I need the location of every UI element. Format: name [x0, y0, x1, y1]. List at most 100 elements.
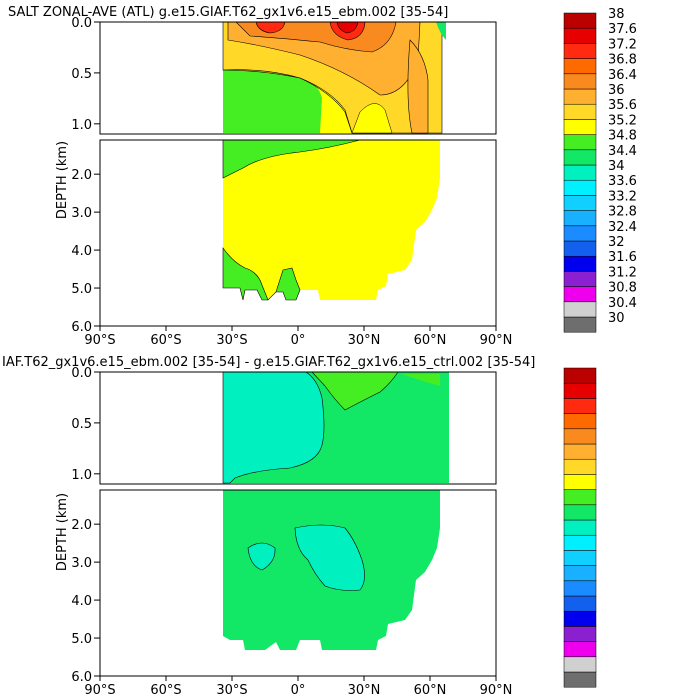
bottom-chart-title: IAF.T62_gx1v6.e15_ebm.002 [35-54] - g.e1… — [2, 355, 535, 370]
colorbar-swatch — [563, 671, 597, 688]
top-chart-title: SALT ZONAL-AVE (ATL) g.e15.GIAF.T62_gx1v… — [8, 5, 448, 20]
x-tick-label: 90°N — [480, 333, 513, 348]
x-tick-label: 60°S — [150, 333, 181, 348]
x-tick-label: 30°S — [216, 333, 247, 348]
colorbar-label: 32.4 — [608, 220, 637, 235]
contour-line — [222, 69, 353, 134]
field-red1 — [255, 21, 286, 34]
colorbar-swatch — [563, 595, 597, 612]
top-ylabel: DEPTH (km) — [55, 141, 70, 219]
y-tick-label: 1.0 — [71, 118, 92, 133]
diff-cyan-blob1 — [294, 524, 365, 591]
colorbar-swatch — [563, 413, 597, 430]
colorbar-swatch — [563, 626, 597, 642]
x-tick-label: 30°S — [216, 683, 247, 698]
colorbar-top: 3837.637.236.836.43635.635.234.834.43433… — [563, 7, 637, 333]
colorbar-swatch — [563, 580, 597, 597]
colorbar-swatch — [563, 134, 597, 151]
colorbar-label: 34 — [608, 159, 625, 174]
colorbar-swatch — [563, 367, 597, 384]
y-tick-label: 6.0 — [71, 670, 92, 685]
field-mid-yellow — [351, 103, 393, 134]
diff-green-top — [311, 371, 399, 411]
top-lower-field — [222, 139, 440, 301]
colorbar-label: 35.6 — [608, 98, 637, 113]
colorbar-swatch — [563, 519, 597, 536]
colorbar-bottom — [563, 367, 597, 688]
y-tick-label: 5.0 — [71, 282, 92, 297]
y-tick-label: 4.0 — [71, 244, 92, 259]
colorbar-swatch — [563, 398, 597, 414]
colorbar-label: 30 — [608, 311, 625, 326]
diff-top-strip — [402, 374, 440, 386]
y-tick-label: 5.0 — [71, 632, 92, 647]
colorbar-swatch — [563, 489, 597, 506]
top-y-ticks: 0.0 0.5 1.0 2.0 3.0 4.0 5.0 6.0 — [71, 16, 100, 335]
colorbar-swatch — [563, 88, 597, 105]
x-tick-label: 90°S — [84, 683, 115, 698]
field-darkred — [336, 21, 359, 34]
top-x-ticks: 90°S 60°S 30°S 0° 30°N 60°N 90°N — [84, 326, 512, 348]
colorbar-label: 31.6 — [608, 250, 637, 265]
colorbar-label: 37.2 — [608, 37, 637, 52]
colorbar-label: 34.8 — [608, 129, 637, 144]
bottom-panel: IAF.T62_gx1v6.e15_ebm.002 [35-54] - g.e1… — [2, 355, 535, 698]
colorbar-swatch — [563, 474, 597, 490]
y-tick-label: 1.0 — [71, 468, 92, 483]
top-upper-frame — [99, 21, 497, 135]
colorbar-swatch — [563, 73, 597, 90]
colorbar-swatch — [563, 428, 597, 445]
x-tick-label: 90°N — [480, 683, 513, 698]
colorbar-swatch — [563, 534, 597, 551]
colorbar-label: 32.8 — [608, 205, 637, 220]
y-tick-label: 3.0 — [71, 206, 92, 221]
field-right-green — [436, 22, 446, 40]
colorbar-swatch — [563, 458, 597, 475]
y-tick-label: 6.0 — [71, 320, 92, 335]
x-tick-label: 30°N — [348, 683, 381, 698]
x-tick-label: 60°N — [414, 683, 447, 698]
colorbar-swatch — [563, 610, 597, 627]
colorbar-swatch — [563, 550, 597, 566]
colorbar-label: 33.6 — [608, 174, 637, 189]
colorbar-swatch — [563, 103, 597, 120]
colorbar-swatch — [563, 656, 597, 673]
colorbar-label: 30.8 — [608, 281, 637, 296]
colorbar-label: 36.4 — [608, 68, 637, 83]
colorbar-swatch — [563, 27, 597, 44]
x-tick-label: 0° — [291, 683, 306, 698]
top-panel: SALT ZONAL-AVE (ATL) g.e15.GIAF.T62_gx1v… — [8, 5, 512, 348]
colorbar-swatch — [563, 316, 597, 333]
x-tick-label: 30°N — [348, 333, 381, 348]
colorbar-swatch — [563, 641, 597, 658]
colorbar-swatch — [563, 255, 597, 272]
colorbar-swatch — [563, 286, 597, 303]
colorbar-swatch — [563, 565, 597, 582]
colorbar-swatch — [563, 301, 597, 318]
colorbar-swatch — [563, 149, 597, 166]
field-right-orange — [407, 39, 429, 134]
y-tick-label: 4.0 — [71, 594, 92, 609]
x-tick-label: 0° — [291, 333, 306, 348]
bottom-upper-frame — [99, 371, 497, 485]
y-tick-label: 0.0 — [71, 16, 92, 31]
colorbar-swatch — [563, 195, 597, 211]
bottom-lower-field — [223, 490, 440, 650]
field-green-left — [223, 70, 322, 133]
y-tick-label: 2.0 — [71, 518, 92, 533]
bottom-x-ticks: 90°S 60°S 30°S 0° 30°N 60°N 90°N — [84, 676, 512, 698]
colorbar-swatch — [563, 179, 597, 196]
colorbar-label: 35.2 — [608, 113, 637, 128]
bottom-ylabel: DEPTH (km) — [55, 493, 70, 571]
colorbar-label: 38 — [608, 7, 625, 22]
colorbar-swatch — [563, 210, 597, 227]
colorbar-label: 34.4 — [608, 144, 637, 159]
diff-cyan-blob2 — [247, 542, 276, 571]
bottom-upper-field — [222, 371, 449, 484]
colorbar-swatch — [563, 119, 597, 135]
field-deep-base — [223, 140, 440, 300]
field-deep-green-lower — [222, 247, 301, 301]
top-upper-field — [222, 21, 446, 134]
colorbar-swatch — [563, 382, 597, 399]
